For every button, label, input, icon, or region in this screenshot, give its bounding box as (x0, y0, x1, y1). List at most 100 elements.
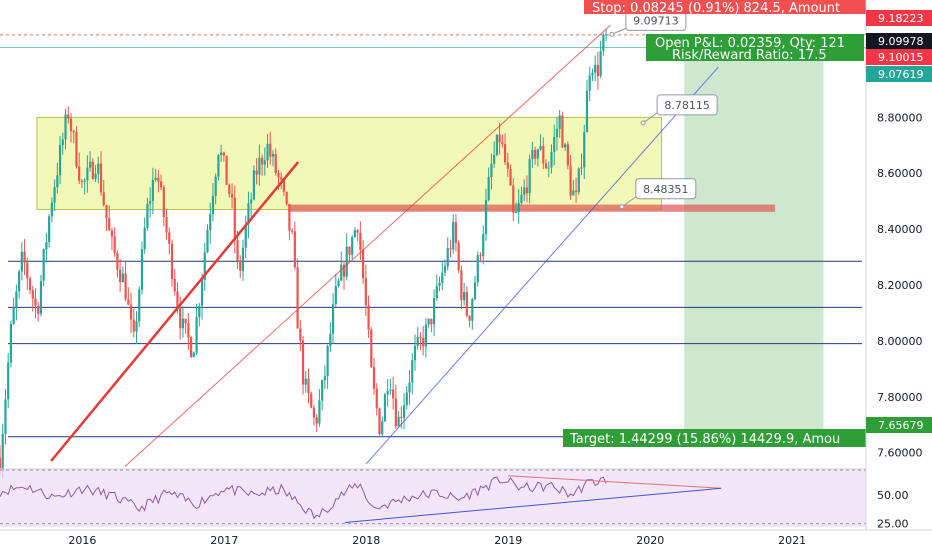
candle-body (135, 321, 138, 332)
price-tag (866, 417, 932, 433)
candle-body (604, 34, 608, 36)
candle-body (23, 251, 26, 263)
candle-body (12, 307, 15, 324)
candle-body (263, 160, 266, 165)
candle-body (184, 318, 187, 324)
candle-body (110, 230, 114, 237)
candle-body (277, 173, 280, 178)
resistance-bar[interactable] (288, 204, 776, 212)
callout-box[interactable] (635, 178, 697, 200)
candle-body (438, 282, 441, 286)
candle-body (558, 115, 561, 129)
candle-body (383, 394, 387, 422)
candle-body (310, 393, 313, 408)
candle-body (244, 224, 247, 248)
pnl-label-box[interactable] (646, 34, 864, 61)
target-label-box[interactable] (563, 429, 866, 447)
candle-body (594, 64, 597, 73)
callout-box[interactable] (656, 94, 718, 116)
candle-body (58, 145, 62, 176)
y-tick-label: 7.80000 (877, 391, 923, 404)
candle-body (61, 139, 64, 146)
candle-body (159, 181, 163, 188)
candle-body (580, 167, 583, 169)
candle-body (495, 134, 498, 155)
candle-body (233, 197, 236, 241)
candle-body (45, 242, 48, 250)
candle-body (170, 243, 174, 280)
price-tag (866, 66, 932, 82)
candle-body (179, 307, 182, 329)
candle-body (271, 153, 275, 157)
candle-body (307, 378, 310, 394)
candle-body (56, 175, 59, 188)
x-tick-label: 2016 (68, 534, 96, 547)
candle-body (449, 248, 452, 250)
candle-body (318, 400, 321, 424)
rsi-band (0, 470, 866, 527)
candle-body (566, 144, 569, 166)
candle-body (561, 115, 564, 148)
candle-body (482, 234, 485, 257)
candle-body (176, 291, 179, 308)
candle-body (154, 177, 157, 180)
x-tick-label: 2020 (636, 534, 664, 547)
candle-body (523, 187, 526, 195)
candle-body (102, 192, 105, 205)
callout-anchor (619, 204, 625, 210)
candle-body (326, 346, 329, 377)
red-trendline[interactable] (50, 161, 300, 462)
candle-body (471, 299, 474, 321)
candle-body (18, 271, 21, 292)
position-tool[interactable]: Stop: 0.08245 (0.91%) 824.5, Amount Open … (563, 0, 866, 447)
candle-body (372, 367, 376, 389)
candle-body (574, 190, 578, 193)
candle-body (591, 72, 594, 76)
candle-body (236, 240, 239, 262)
candle-body (402, 405, 406, 418)
price-tag-label: 9.18223 (878, 12, 924, 25)
candle-body (389, 389, 392, 391)
candle-body (1, 433, 4, 471)
candle-body (37, 305, 40, 314)
rsi-upper-trendline[interactable] (508, 475, 722, 489)
candle-body (48, 216, 51, 243)
candle-body (460, 270, 463, 301)
y-tick-label: 8.80000 (877, 111, 923, 124)
candle-body (588, 75, 591, 91)
candle-body (299, 328, 302, 341)
candle-body (105, 204, 108, 219)
stop-label: Stop: 0.08245 (0.91%) 824.5, Amount (592, 1, 840, 16)
candle-body (602, 34, 605, 51)
x-tick-label: 2018 (352, 534, 380, 547)
candle-body (138, 289, 141, 322)
candle-body (78, 166, 81, 181)
candle-body (342, 264, 346, 277)
candle-body (362, 249, 365, 279)
pnl-label: Open P&L: 0.02359, Qty: 121 (655, 36, 845, 51)
candle-body (397, 416, 400, 427)
candle-body (282, 179, 286, 192)
candle-body (585, 90, 589, 133)
blue-channel-line[interactable] (365, 66, 719, 465)
candle-body (501, 142, 504, 145)
price-axis[interactable] (866, 0, 932, 550)
rsi-tick-label: 25.00 (877, 518, 909, 531)
candle-body (408, 382, 411, 393)
price-tag-label: 9.07619 (878, 68, 924, 81)
callout-leader (611, 27, 627, 35)
rsi-lower-trendline[interactable] (344, 487, 722, 523)
candle-body (157, 177, 160, 182)
candles-layer (0, 28, 608, 479)
candle-body (211, 195, 215, 215)
candle-body (351, 237, 354, 255)
candle-body (198, 305, 201, 318)
candle-body (509, 168, 512, 186)
candle-body (525, 187, 529, 194)
stop-label-box[interactable] (584, 0, 866, 14)
red-channel-line[interactable] (124, 24, 611, 467)
candle-body (520, 194, 523, 203)
candle-body (247, 203, 250, 225)
